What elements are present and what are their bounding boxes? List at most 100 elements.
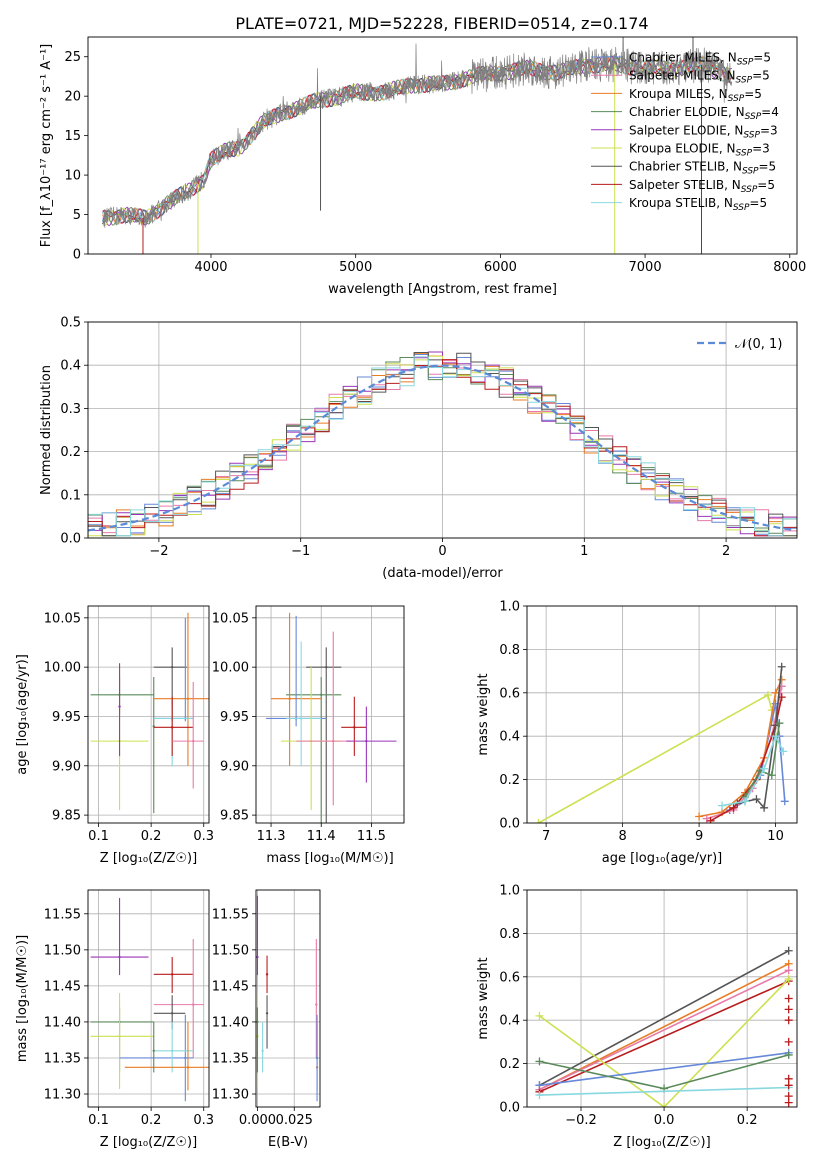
chart-mass_vs_ebv: 0.000 0.025 11.30 11.35 11.40 11.45 11.50 11.55… — [212, 889, 321, 1150]
end-marker — [784, 1016, 793, 1025]
x-axis-label: E(B-V) — [268, 1135, 308, 1150]
weight-marker-chabrier_stelib — [777, 662, 786, 671]
y-tick-label: 25 — [64, 50, 81, 65]
legend-entry-kroupa_elodie: Kroupa ELODIE, NSSP=3 — [629, 142, 770, 159]
y-tick-label: 0.4 — [60, 359, 81, 374]
weight-marker-chabrier_elodie — [775, 719, 784, 728]
y-tick-label: 11.30 — [212, 1088, 249, 1103]
end-marker — [784, 1005, 793, 1014]
weight-marker-kroupa_stelib — [535, 1091, 544, 1100]
point-chabrier_stelib — [265, 1012, 269, 1015]
x-axis-label: wavelength [Angstrom, rest frame] — [328, 282, 557, 297]
x-tick-label: 8000 — [773, 260, 806, 275]
y-tick-label: 9.85 — [220, 809, 249, 824]
weight-marker-kroupa_elodie — [763, 690, 772, 699]
y-tick-label: 11.50 — [212, 943, 249, 958]
legend-entry-kroupa_miles: Kroupa MILES, NSSP=5 — [629, 87, 762, 104]
x-tick-label: 8 — [618, 829, 626, 844]
weight-marker-kroupa_elodie — [535, 1011, 544, 1020]
observed-spectrum — [103, 37, 732, 228]
x-tick-label: 0.2 — [737, 1113, 758, 1128]
point-salpeter_elodie — [365, 739, 368, 743]
y-axis-label: mass weight — [476, 673, 491, 755]
x-tick-label: 0 — [438, 544, 446, 559]
y-tick-label: 0.0 — [60, 532, 81, 547]
normal-curve — [88, 364, 795, 532]
y-tick-label: 0.5 — [60, 316, 81, 331]
x-tick-label: 0.1 — [88, 829, 109, 844]
chart-weight_vs_Z: −0.2 0.0 0.2 0.0 0.2 0.4 0.6 0.8 1.0 Z [log₁₀(Z/Z… — [476, 884, 798, 1150]
x-tick-label: −2 — [149, 544, 168, 559]
x-tick-label: 7000 — [629, 260, 662, 275]
y-tick-label: 0.1 — [60, 488, 81, 503]
point-chabrier_stelib — [170, 665, 174, 669]
point-salpeter_elodie — [256, 955, 259, 959]
x-tick-label: 0.0 — [654, 1113, 675, 1128]
x-tick-label: 1 — [580, 544, 588, 559]
plot-area — [535, 946, 793, 1107]
x-tick-label: 4000 — [194, 260, 227, 275]
y-axis-label: mass [log₁₀(M/M☉)] — [15, 935, 30, 1062]
point-salpeter_miles — [332, 739, 335, 743]
weight-marker-salpeter_miles — [784, 966, 793, 975]
y-tick-label: 10.00 — [44, 661, 81, 676]
point-kroupa_stelib — [299, 717, 303, 720]
x-tick-label: 11.3 — [257, 829, 286, 844]
legend-entry-normal: 𝒩(0, 1) — [735, 337, 782, 352]
legend-entry-salpeter_elodie: Salpeter ELODIE, NSSP=3 — [629, 123, 778, 140]
plot-frame — [526, 889, 798, 1108]
x-tick-label: 7 — [542, 829, 550, 844]
x-axis-label: Z [log₁₀(Z/Z☉)] — [100, 1135, 197, 1150]
weight-marker-chabrier_elodie — [784, 1050, 793, 1059]
weight-marker-chabrier_stelib — [784, 946, 793, 955]
y-tick-label: 0.2 — [60, 445, 81, 460]
weight-line-kroupa_stelib — [539, 1086, 789, 1096]
x-tick-label: 0.1 — [88, 1113, 109, 1128]
plot-area — [102, 37, 733, 254]
plot-frame — [87, 321, 798, 539]
legend-entry-chabrier_miles: Chabrier MILES, NSSP=5 — [629, 51, 771, 68]
weight-marker-chabrier_elodie — [767, 771, 776, 780]
y-tick-label: 0.8 — [499, 927, 520, 942]
x-tick-label: 0.2 — [141, 1113, 162, 1128]
weight-line-kroupa_elodie — [538, 693, 777, 823]
weight-marker-salpeter_stelib — [706, 816, 715, 823]
weight-line-kroupa_miles — [539, 963, 790, 1091]
y-tick-label: 0.0 — [499, 1101, 520, 1116]
weight-line-chabrier_elodie — [744, 723, 781, 798]
point-salpeter_miles — [192, 1003, 195, 1006]
weight-line-kroupa_elodie — [539, 978, 790, 1107]
y-tick-label: 9.90 — [220, 759, 249, 774]
x-tick-label: 0.3 — [193, 1113, 214, 1128]
point-kroupa_miles — [186, 697, 190, 700]
y-tick-label: 10.05 — [44, 611, 81, 626]
point-kroupa_elodie — [118, 1035, 121, 1038]
y-tick-label: 5 — [73, 208, 81, 223]
plot-area — [266, 612, 397, 823]
y-tick-label: 1.0 — [499, 884, 520, 899]
y-tick-label: 0.2 — [499, 1057, 520, 1072]
y-tick-label: 0.6 — [499, 970, 520, 985]
point-salpeter_stelib — [170, 973, 174, 976]
y-axis-label: age [log₁₀(age/yr)] — [15, 654, 30, 775]
weight-line-chabrier_miles — [539, 1052, 789, 1087]
point-chabrier_elodie — [320, 693, 323, 696]
y-tick-label: 11.55 — [212, 907, 249, 922]
y-tick-label: 11.40 — [212, 1015, 249, 1030]
weight-marker-kroupa_stelib — [718, 801, 727, 810]
legend-entry-chabrier_stelib: Chabrier STELIB, NSSP=5 — [629, 160, 776, 177]
y-tick-label: 11.35 — [212, 1051, 249, 1066]
weight-marker-kroupa_miles — [695, 812, 704, 821]
x-tick-label: 2 — [722, 544, 730, 559]
y-tick-label: 0.4 — [499, 1014, 520, 1029]
weight-line-kroupa_stelib — [721, 734, 784, 807]
chart-residuals: −2 −1 0 1 2 0.0 0.1 0.2 0.3 0.4 0.5 (data-model)/er… — [39, 316, 798, 581]
plot-frame — [87, 36, 798, 255]
x-axis-label: Z [log₁₀(Z/Z☉)] — [613, 1135, 710, 1150]
end-marker — [784, 1037, 793, 1046]
plot-area — [88, 351, 797, 537]
x-tick-label: 0.2 — [141, 829, 162, 844]
y-tick-label: 9.85 — [52, 809, 81, 824]
